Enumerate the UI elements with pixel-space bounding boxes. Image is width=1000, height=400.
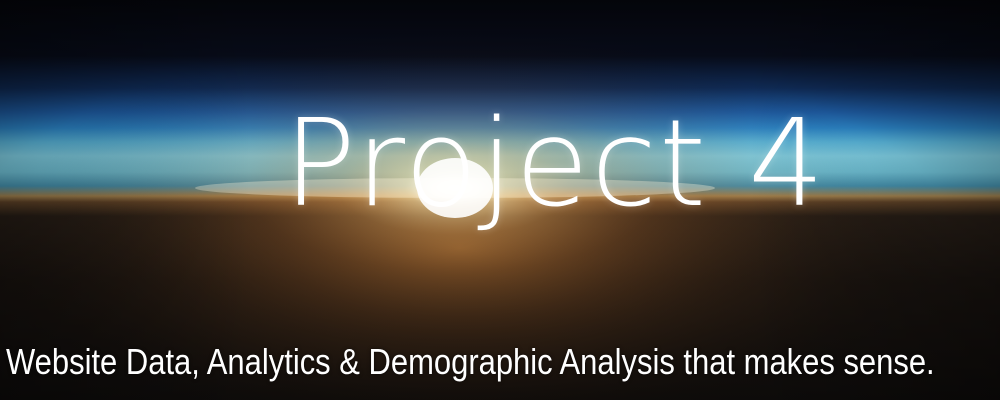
tagline: Website Data, Analytics & Demographic An… <box>6 341 935 382</box>
project-title: Project 4 <box>283 95 827 234</box>
